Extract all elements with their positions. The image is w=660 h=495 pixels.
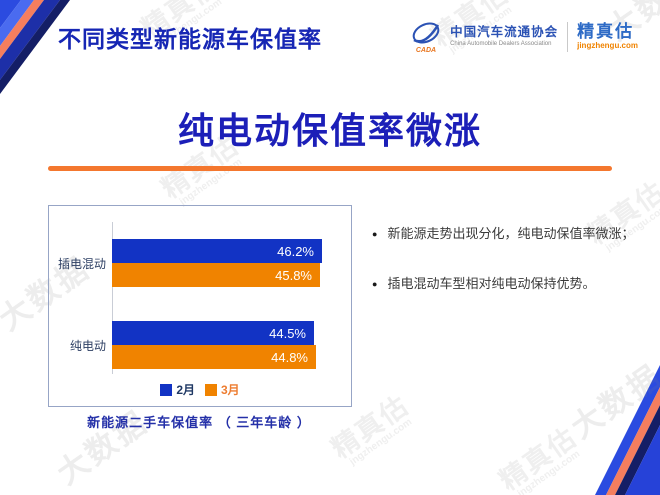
cada-mark: CADA xyxy=(416,47,436,54)
bar-value-label: 44.5% xyxy=(269,325,306,341)
bar-value-label: 45.8% xyxy=(275,267,312,283)
bullet-item: ● 新能源走势出现分化，纯电动保值率微涨； xyxy=(372,224,648,244)
bullet-list: ● 新能源走势出现分化，纯电动保值率微涨； ● 插电混动车型相对纯电动保持优势。 xyxy=(372,224,648,323)
main-heading: 纯电动保值率微涨 xyxy=(177,110,482,151)
corner-ribbon-bottom-right xyxy=(595,365,660,495)
bar-group: 44.5% 44.8% xyxy=(112,321,316,369)
legend-swatch-feb xyxy=(160,383,173,396)
bullet-dot-icon: ● xyxy=(372,278,378,289)
chart-group-1: 纯电动 44.5% 44.8% xyxy=(49,321,351,369)
chart-legend: 2月 3月 xyxy=(49,381,351,398)
chart-axis-line xyxy=(112,222,113,374)
bar-2月-插电混动: 46.2% xyxy=(112,239,322,263)
bar-3月-插电混动: 45.8% xyxy=(112,263,320,287)
legend-item-feb: 2月 xyxy=(160,381,195,398)
chart-group-0: 插电混动 46.2% 45.8% xyxy=(49,239,351,287)
bullet-dot-icon: ● xyxy=(372,229,378,239)
jzg-logo-text: 精真估 jingzhengu.com xyxy=(577,21,638,51)
cada-logo-icon: CADA xyxy=(412,22,440,54)
cada-logo-text: 中国汽车流通协会 China Automobile Dealers Associ… xyxy=(450,25,559,48)
legend-label-mar: 3月 xyxy=(221,383,240,397)
watermark-bigdata: 大数据 xyxy=(564,358,660,446)
chart-panel: 插电混动 46.2% 45.8% 纯电动 44.5% 44.8% 2月 3月 xyxy=(48,205,352,407)
category-label: 纯电动 xyxy=(69,338,106,353)
legend-label-feb: 2月 xyxy=(176,383,195,397)
legend-swatch-mar xyxy=(205,383,217,396)
cada-subtitle: China Automobile Dealers Association xyxy=(450,41,552,48)
bar-2月-纯电动: 44.5% xyxy=(112,321,314,345)
orange-divider xyxy=(48,166,612,171)
bar-group: 46.2% 45.8% xyxy=(112,239,322,287)
bullet-text: 插电混动车型相对纯电动保持优势。 xyxy=(387,275,596,291)
page-title: 不同类型新能源车保值率 xyxy=(58,26,322,52)
bullet-text: 新能源走势出现分化，纯电动保值率微涨； xyxy=(387,226,635,241)
logo-group: CADA 中国汽车流通协会 China Automobile Dealers A… xyxy=(411,18,638,56)
bar-value-label: 44.8% xyxy=(271,349,308,365)
logo-divider xyxy=(567,22,569,52)
watermark-brand: 精真估 jngzhengu.com xyxy=(494,421,583,495)
cada-name: 中国汽车流通协会 xyxy=(450,25,559,40)
chart-caption: 新能源二手车保值率 （ 三年车龄 ） xyxy=(87,415,311,430)
bar-3月-纯电动: 44.8% xyxy=(112,345,316,369)
jzg-url: jingzhengu.com xyxy=(577,41,638,51)
legend-item-mar: 3月 xyxy=(205,381,240,398)
category-label: 插电混动 xyxy=(57,256,106,271)
jzg-name: 精真估 xyxy=(577,21,635,41)
bullet-item: ● 插电混动车型相对纯电动保持优势。 xyxy=(372,274,648,294)
bar-value-label: 46.2% xyxy=(277,243,314,259)
